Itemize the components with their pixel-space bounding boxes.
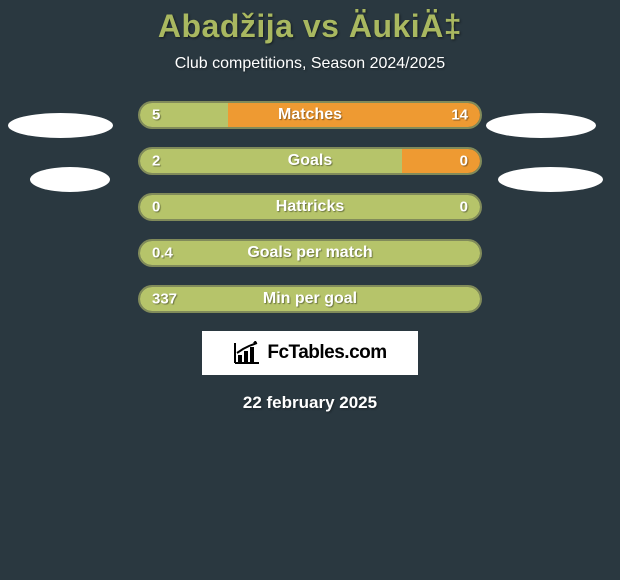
decorative-ellipse [486,113,596,138]
stat-bar: 337 Min per goal [138,285,482,313]
bar-value-left: 0.4 [152,245,173,262]
bar-chart-icon [233,341,261,365]
stat-bar: 2 Goals 0 [138,147,482,175]
bar-segment-right [228,103,480,127]
logo-text: FcTables.com [267,342,386,364]
logo-box[interactable]: FcTables.com [202,331,418,375]
bar-value-left: 2 [152,153,160,170]
bar-segment-left [140,149,402,173]
subtitle: Club competitions, Season 2024/2025 [0,55,620,73]
bar-metric-label: Min per goal [263,290,357,308]
chart-area: 5 Matches 14 2 Goals 0 0 Hattricks 0 0.4 Goals per… [0,101,620,313]
bar-metric-label: Matches [278,106,342,124]
bar-value-right: 0 [460,153,468,170]
bar-value-right: 0 [460,199,468,216]
decorative-ellipse [30,167,110,192]
stat-bar: 5 Matches 14 [138,101,482,129]
bar-segment-right [402,149,480,173]
date-label: 22 february 2025 [0,393,620,413]
bar-metric-label: Goals per match [247,244,372,262]
decorative-ellipse [8,113,113,138]
bar-metric-label: Goals [288,152,332,170]
bar-value-left: 5 [152,107,160,124]
decorative-ellipse [498,167,603,192]
bar-value-left: 337 [152,291,177,308]
stat-bar: 0 Hattricks 0 [138,193,482,221]
bar-metric-label: Hattricks [276,198,344,216]
stat-bar: 0.4 Goals per match [138,239,482,267]
comparison-widget: Abadžija vs ÄukiÄ‡ Club competitions, Se… [0,0,620,413]
bar-value-left: 0 [152,199,160,216]
bar-value-right: 14 [451,107,468,124]
page-title: Abadžija vs ÄukiÄ‡ [0,8,620,45]
